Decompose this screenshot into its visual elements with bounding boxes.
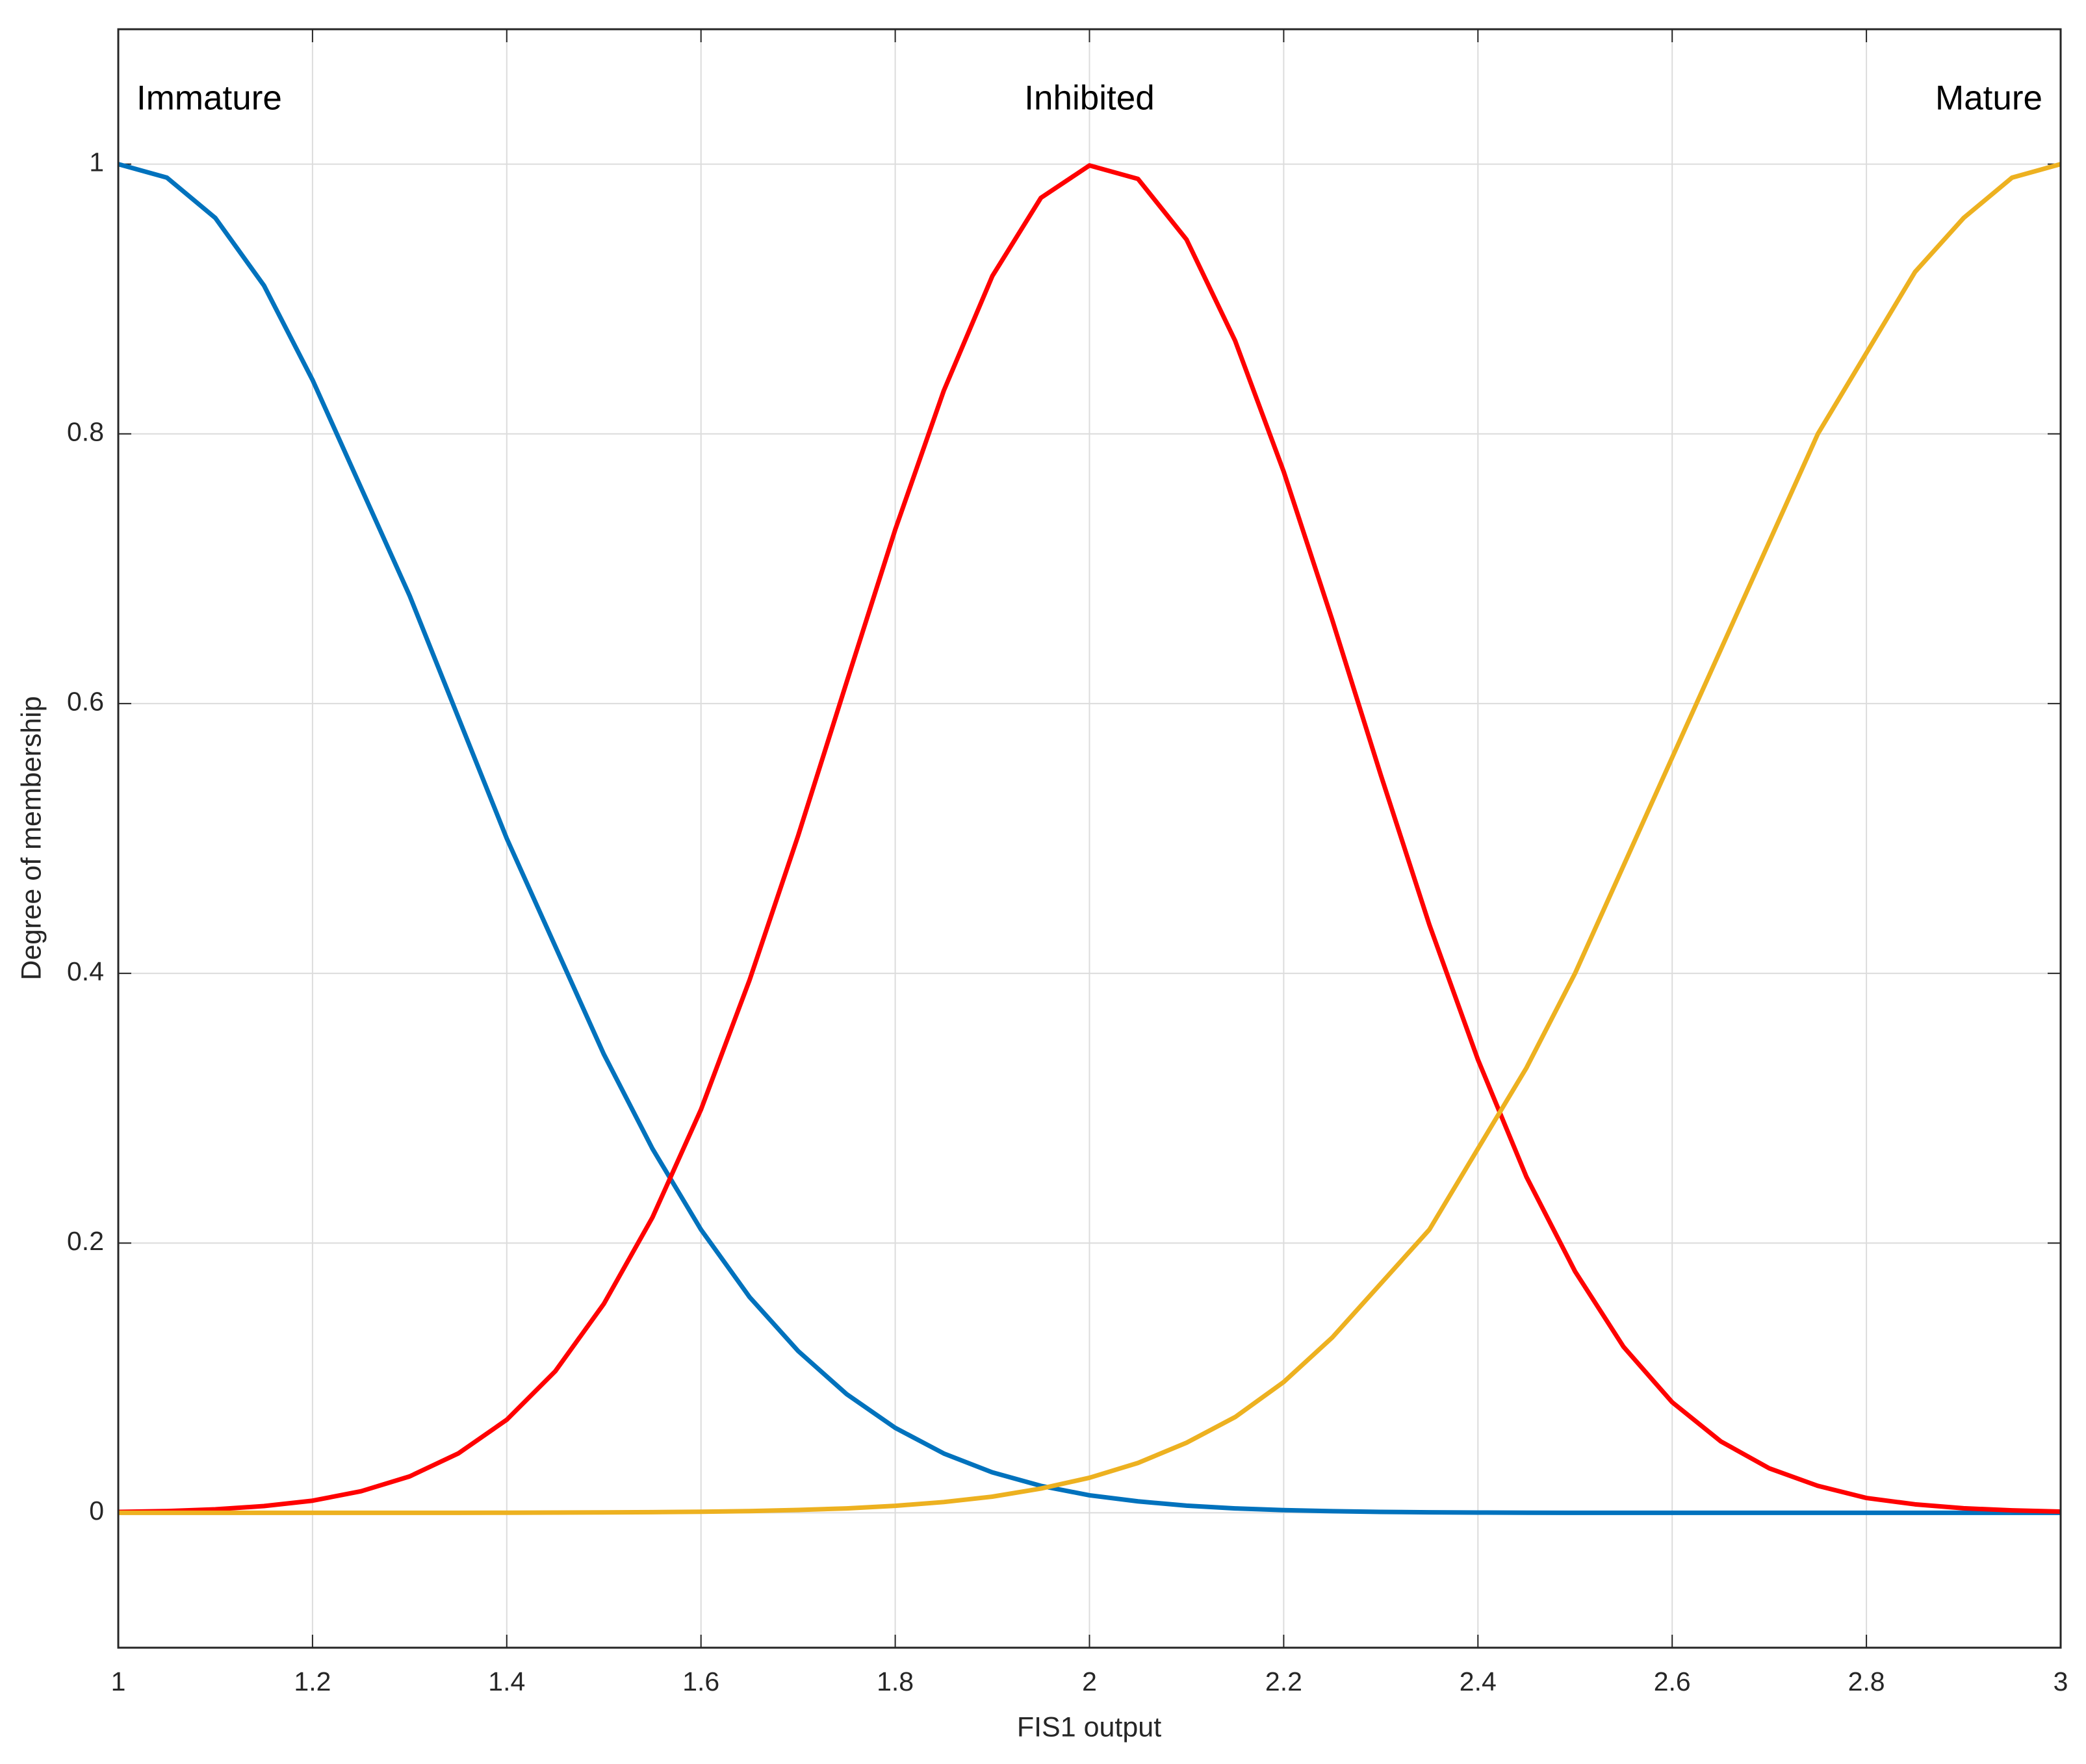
x-tick-label: 1 xyxy=(111,1667,126,1696)
y-tick-label: 0 xyxy=(89,1496,104,1526)
series-line xyxy=(118,162,2061,1515)
x-tick-label: 3 xyxy=(2054,1667,2068,1696)
x-tick-label: 1.4 xyxy=(488,1667,525,1696)
x-axis-label: FIS1 output xyxy=(1017,1711,1161,1743)
x-tick-label: 2.4 xyxy=(1460,1667,1497,1696)
y-tick-label: 0.4 xyxy=(67,956,104,986)
annotation: Immature xyxy=(136,79,282,118)
x-tick-label: 1.8 xyxy=(877,1667,914,1696)
annotation: Mature xyxy=(1935,79,2042,118)
y-tick-label: 0.8 xyxy=(67,417,104,447)
y-axis-label: Degree of membership xyxy=(16,696,47,980)
x-tick-label: 2 xyxy=(1082,1667,1097,1696)
x-tick-label: 1.2 xyxy=(294,1667,331,1696)
annotation: Inhibited xyxy=(1024,79,1154,118)
x-tick-label: 2.6 xyxy=(1654,1667,1691,1696)
series-line xyxy=(118,162,2061,1515)
y-tick-label: 0.2 xyxy=(67,1226,104,1256)
x-tick-label: 1.6 xyxy=(682,1667,719,1696)
series-line xyxy=(118,163,2061,1515)
y-tick-label: 0.6 xyxy=(67,687,104,717)
x-tick-label: 2.8 xyxy=(1848,1667,1885,1696)
y-tick-label: 1 xyxy=(89,147,104,177)
plot-frame xyxy=(117,28,2062,1649)
x-tick-label: 2.2 xyxy=(1265,1667,1302,1696)
